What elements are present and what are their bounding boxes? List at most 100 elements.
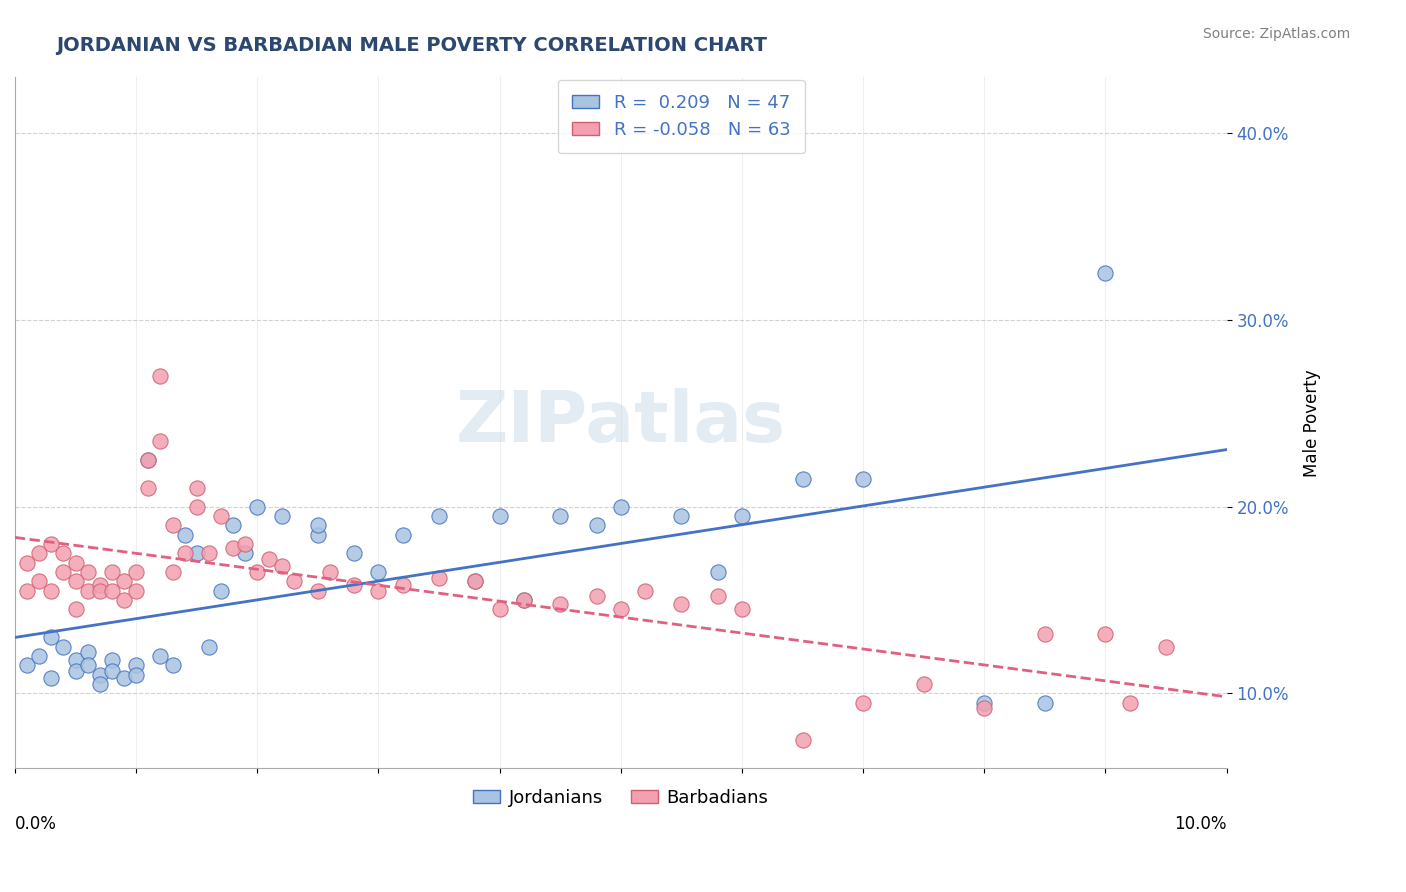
Point <box>162 518 184 533</box>
Point <box>76 645 98 659</box>
Point <box>222 541 245 555</box>
Point <box>391 578 413 592</box>
Text: Source: ZipAtlas.com: Source: ZipAtlas.com <box>1202 27 1350 41</box>
Point <box>112 672 135 686</box>
Point <box>307 518 329 533</box>
Point <box>101 664 124 678</box>
Point <box>367 583 389 598</box>
Point <box>259 552 281 566</box>
Point <box>173 546 195 560</box>
Point <box>548 509 571 524</box>
Point <box>222 518 245 533</box>
Legend: Jordanians, Barbadians: Jordanians, Barbadians <box>465 781 776 814</box>
Point <box>41 672 63 686</box>
Point <box>209 509 232 524</box>
Point <box>52 546 75 560</box>
Point <box>270 559 292 574</box>
Point <box>464 574 486 589</box>
Point <box>28 574 51 589</box>
Point <box>41 537 63 551</box>
Point <box>391 527 413 541</box>
Point <box>464 574 486 589</box>
Point <box>209 583 232 598</box>
Point <box>173 527 195 541</box>
Point <box>1033 626 1056 640</box>
Point <box>1154 640 1177 654</box>
Point <box>28 648 51 663</box>
Point <box>585 518 607 533</box>
Point <box>731 602 754 616</box>
Text: JORDANIAN VS BARBADIAN MALE POVERTY CORRELATION CHART: JORDANIAN VS BARBADIAN MALE POVERTY CORR… <box>56 36 768 54</box>
Point <box>343 578 366 592</box>
Point <box>671 509 693 524</box>
Point <box>488 509 510 524</box>
Point <box>307 527 329 541</box>
Point <box>162 658 184 673</box>
Text: ZIPatlas: ZIPatlas <box>456 388 786 458</box>
Point <box>198 640 221 654</box>
Point <box>706 589 728 603</box>
Point <box>186 500 208 514</box>
Point <box>1191 770 1213 784</box>
Point <box>65 602 87 616</box>
Point <box>52 640 75 654</box>
Point <box>427 571 450 585</box>
Point <box>852 696 875 710</box>
Point <box>912 677 935 691</box>
Point <box>101 583 124 598</box>
Point <box>112 593 135 607</box>
Point <box>15 556 38 570</box>
Point <box>233 537 256 551</box>
Point <box>792 472 814 486</box>
Point <box>101 565 124 579</box>
Point <box>89 578 111 592</box>
Point <box>548 597 571 611</box>
Point <box>136 453 159 467</box>
Point <box>246 565 269 579</box>
Point <box>1118 696 1140 710</box>
Point <box>1094 267 1116 281</box>
Point <box>52 565 75 579</box>
Point <box>198 546 221 560</box>
Point <box>585 589 607 603</box>
Point <box>15 583 38 598</box>
Point <box>89 583 111 598</box>
Point <box>270 509 292 524</box>
Point <box>1033 696 1056 710</box>
Point <box>41 583 63 598</box>
Point <box>41 631 63 645</box>
Point <box>136 453 159 467</box>
Point <box>513 593 536 607</box>
Point <box>125 565 148 579</box>
Text: 10.0%: 10.0% <box>1174 814 1226 832</box>
Point <box>610 500 633 514</box>
Point <box>89 677 111 691</box>
Point <box>15 658 38 673</box>
Point <box>149 434 172 449</box>
Point <box>427 509 450 524</box>
Point <box>488 602 510 616</box>
Point <box>149 648 172 663</box>
Point <box>65 574 87 589</box>
Point <box>367 565 389 579</box>
Point <box>671 597 693 611</box>
Point <box>513 593 536 607</box>
Point <box>76 583 98 598</box>
Point <box>89 667 111 681</box>
Point <box>610 602 633 616</box>
Point <box>28 546 51 560</box>
Point <box>246 500 269 514</box>
Point <box>307 583 329 598</box>
Point <box>125 667 148 681</box>
Point <box>112 574 135 589</box>
Point <box>731 509 754 524</box>
Point <box>852 472 875 486</box>
Point <box>283 574 305 589</box>
Text: 0.0%: 0.0% <box>15 814 56 832</box>
Point <box>792 733 814 747</box>
Point <box>319 565 342 579</box>
Y-axis label: Male Poverty: Male Poverty <box>1303 369 1320 476</box>
Point <box>65 556 87 570</box>
Point <box>343 546 366 560</box>
Point <box>634 583 657 598</box>
